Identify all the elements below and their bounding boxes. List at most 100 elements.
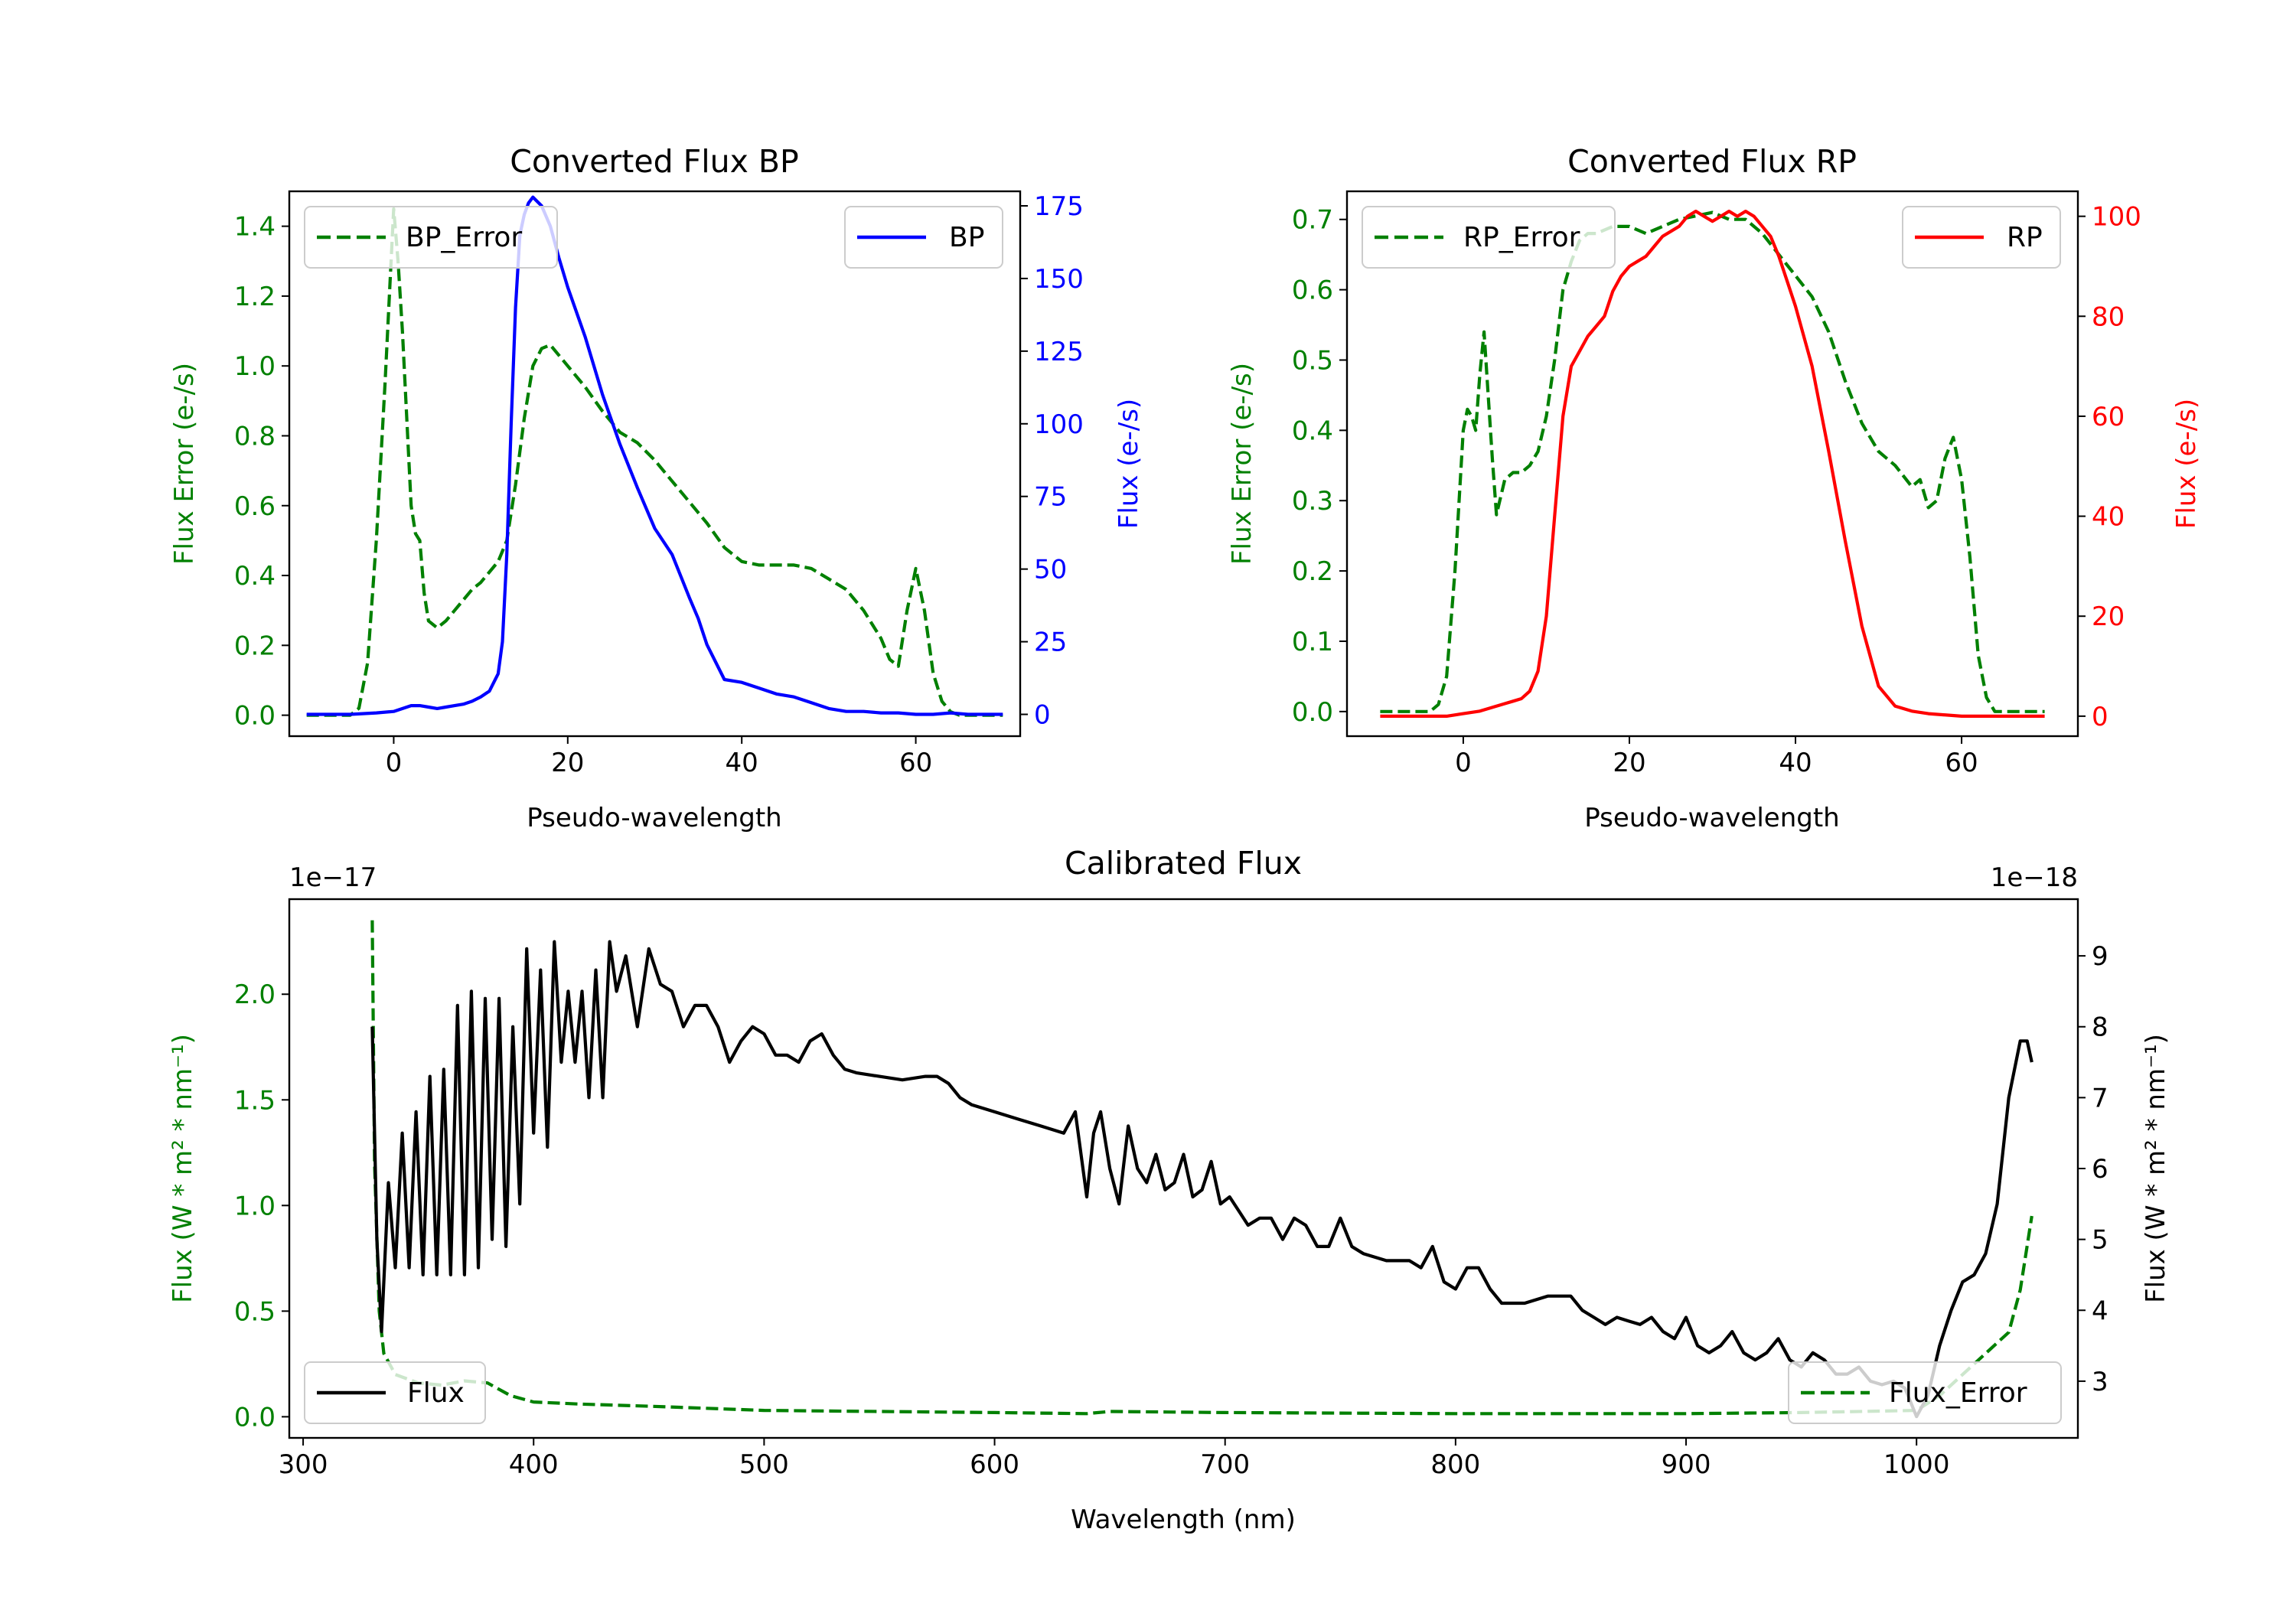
flux-error-legend-label: Flux_Error bbox=[1889, 1377, 2027, 1409]
rp-left-y-tick-label: 0.5 bbox=[1292, 345, 1333, 376]
rp-x-tick-label: 20 bbox=[1613, 748, 1645, 778]
calibrated-left-y-tick-label: 0.5 bbox=[234, 1296, 276, 1327]
rp-left-y-tick-label: 0.1 bbox=[1292, 627, 1333, 657]
calibrated-right-y-tick-label: 6 bbox=[2092, 1154, 2108, 1185]
bp-x-tick-label: 20 bbox=[551, 748, 584, 778]
rp-left-y-tick-label: 0.4 bbox=[1292, 416, 1333, 446]
rp-right-y-tick-label: 80 bbox=[2092, 302, 2125, 332]
calibrated-x-tick-label: 500 bbox=[739, 1449, 789, 1480]
rp-right-y-tick-label: 100 bbox=[2092, 202, 2141, 233]
bp-right-y-label: Flux (e-/s) bbox=[1114, 399, 1144, 529]
bp-left-y-ticks: 0.0 0.2 0.4 0.6 0.8 1.0 1.2 1.4 bbox=[234, 212, 289, 732]
flux-error-legend: Flux_Error bbox=[1788, 1361, 2062, 1424]
bp-error-legend-label: BP_Error bbox=[406, 222, 522, 253]
calibrated-x-tick-label: 400 bbox=[509, 1449, 559, 1480]
calibrated-x-tick-label: 600 bbox=[970, 1449, 1019, 1480]
bp-right-y-ticks: 0 25 50 75 100 125 150 175 bbox=[1020, 191, 1084, 731]
calibrated-left-y-ticks: 0.0 0.5 1.0 1.5 2.0 bbox=[234, 980, 289, 1433]
bp-error-legend: BP_Error bbox=[304, 206, 558, 269]
bp-x-tick-label: 0 bbox=[386, 748, 403, 778]
bp-left-y-tick-label: 1.2 bbox=[234, 282, 276, 312]
calibrated-x-tick-label: 700 bbox=[1200, 1449, 1250, 1480]
bp-left-y-tick-label: 0.8 bbox=[234, 421, 276, 451]
calibrated-right-y-tick-label: 8 bbox=[2092, 1012, 2108, 1043]
bp-right-y-tick-label: 0 bbox=[1034, 700, 1051, 731]
flux-error-legend-box bbox=[1788, 1361, 2062, 1424]
calibrated-left-offset-text: 1e−17 bbox=[289, 862, 377, 893]
rp-error-legend: RP_Error bbox=[1362, 206, 1616, 269]
bp-x-label: Pseudo-wavelength bbox=[527, 803, 781, 833]
bp-x-ticks: 0 20 40 60 bbox=[386, 736, 932, 778]
bp-left-y-tick-label: 0.4 bbox=[234, 561, 276, 592]
calibrated-right-y-label: Flux (W * m² * nm⁻¹) bbox=[2141, 1034, 2171, 1303]
bp-axes-frame bbox=[288, 190, 1022, 738]
flux-legend-box bbox=[304, 1361, 486, 1424]
rp-x-tick-label: 0 bbox=[1455, 748, 1472, 778]
calibrated-series-flux bbox=[370, 940, 2033, 1419]
flux-legend: Flux bbox=[304, 1361, 486, 1424]
bp-legend: BP bbox=[844, 206, 1003, 269]
calibrated-right-y-tick-label: 3 bbox=[2092, 1367, 2108, 1397]
calibrated-right-y-tick-label: 5 bbox=[2092, 1225, 2108, 1256]
bp-right-y-tick-label: 175 bbox=[1034, 191, 1084, 222]
calibrated-panel: 300 400 500 600 700 800 900 1000 0.0 0.5 1.0 1.5 2.… bbox=[168, 845, 2171, 1535]
flux-legend-label: Flux bbox=[407, 1377, 465, 1409]
calibrated-left-y-tick-label: 0.0 bbox=[234, 1402, 276, 1433]
calibrated-plot-area bbox=[370, 920, 2033, 1419]
bp-x-tick-label: 60 bbox=[899, 748, 932, 778]
rp-panel: 0 20 40 60 0.0 0.1 0.2 0.3 0.4 0.5 0.6 0.7 0 20 40 60… bbox=[1227, 143, 2202, 833]
rp-left-y-tick-label: 0.0 bbox=[1292, 697, 1333, 728]
rp-left-y-tick-label: 0.2 bbox=[1292, 556, 1333, 587]
bp-left-y-tick-label: 1.4 bbox=[234, 212, 276, 243]
rp-left-y-tick-label: 0.6 bbox=[1292, 275, 1333, 306]
calibrated-right-y-tick-label: 7 bbox=[2092, 1083, 2108, 1113]
bp-error-legend-box bbox=[304, 206, 558, 269]
rp-title: Converted Flux RP bbox=[1567, 143, 1857, 180]
bp-x-tick-label: 40 bbox=[726, 748, 758, 778]
rp-series-rp-error bbox=[1380, 210, 2045, 713]
bp-title: Converted Flux BP bbox=[510, 143, 799, 180]
bp-plot-area bbox=[306, 195, 1003, 717]
calibrated-left-y-label: Flux (W * m² * nm⁻¹) bbox=[168, 1034, 198, 1303]
bp-right-y-tick-label: 150 bbox=[1034, 264, 1084, 295]
rp-left-y-tick-label: 0.3 bbox=[1292, 486, 1333, 517]
rp-left-y-tick-label: 0.7 bbox=[1292, 205, 1333, 236]
calibrated-x-ticks: 300 400 500 600 700 800 900 1000 bbox=[279, 1438, 1950, 1480]
rp-error-legend-label: RP_Error bbox=[1463, 222, 1580, 253]
calibrated-right-y-tick-label: 4 bbox=[2092, 1296, 2108, 1326]
rp-right-y-tick-label: 0 bbox=[2092, 702, 2108, 732]
bp-left-y-label: Flux Error (e-/s) bbox=[169, 363, 200, 565]
calibrated-x-tick-label: 300 bbox=[279, 1449, 328, 1480]
rp-right-y-label: Flux (e-/s) bbox=[2171, 399, 2202, 529]
calibrated-left-y-tick-label: 2.0 bbox=[234, 980, 276, 1010]
rp-legend: RP bbox=[1902, 206, 2061, 269]
calibrated-left-y-tick-label: 1.0 bbox=[234, 1191, 276, 1221]
rp-left-y-ticks: 0.0 0.1 0.2 0.3 0.4 0.5 0.6 0.7 bbox=[1292, 205, 1347, 728]
rp-legend-label: RP bbox=[2007, 222, 2043, 253]
calibrated-x-label: Wavelength (nm) bbox=[1071, 1504, 1296, 1535]
calibrated-title: Calibrated Flux bbox=[1065, 845, 1302, 882]
calibrated-right-y-ticks: 3 4 5 6 7 8 9 bbox=[2078, 941, 2108, 1397]
rp-x-label: Pseudo-wavelength bbox=[1584, 803, 1839, 833]
calibrated-x-tick-label: 1000 bbox=[1883, 1449, 1950, 1480]
bp-series-bp bbox=[306, 195, 1003, 716]
bp-panel: 0 20 40 60 0.0 0.2 0.4 0.6 0.8 1.0 1.2 1.4 0 25 50 75… bbox=[169, 143, 1144, 833]
bp-right-y-tick-label: 100 bbox=[1034, 409, 1084, 440]
rp-plot-area bbox=[1380, 210, 2045, 719]
calibrated-right-offset-text: 1e−18 bbox=[1991, 862, 2078, 893]
bp-right-y-tick-label: 125 bbox=[1034, 337, 1084, 367]
rp-right-y-tick-label: 20 bbox=[2092, 601, 2125, 632]
calibrated-right-y-tick-label: 9 bbox=[2092, 941, 2108, 972]
rp-axes-frame bbox=[1345, 190, 2079, 738]
rp-right-y-ticks: 0 20 40 60 80 100 bbox=[2078, 202, 2141, 732]
bp-legend-label: BP bbox=[949, 222, 984, 253]
calibrated-x-tick-label: 900 bbox=[1662, 1449, 1711, 1480]
rp-series-rp bbox=[1380, 210, 2045, 719]
bp-left-y-tick-label: 0.6 bbox=[234, 491, 276, 522]
bp-right-y-tick-label: 75 bbox=[1034, 482, 1067, 513]
bp-left-y-tick-label: 0.2 bbox=[234, 631, 276, 661]
calibrated-left-y-tick-label: 1.5 bbox=[234, 1085, 276, 1116]
bp-left-y-tick-label: 0.0 bbox=[234, 701, 276, 732]
rp-x-tick-label: 60 bbox=[1945, 748, 1978, 778]
